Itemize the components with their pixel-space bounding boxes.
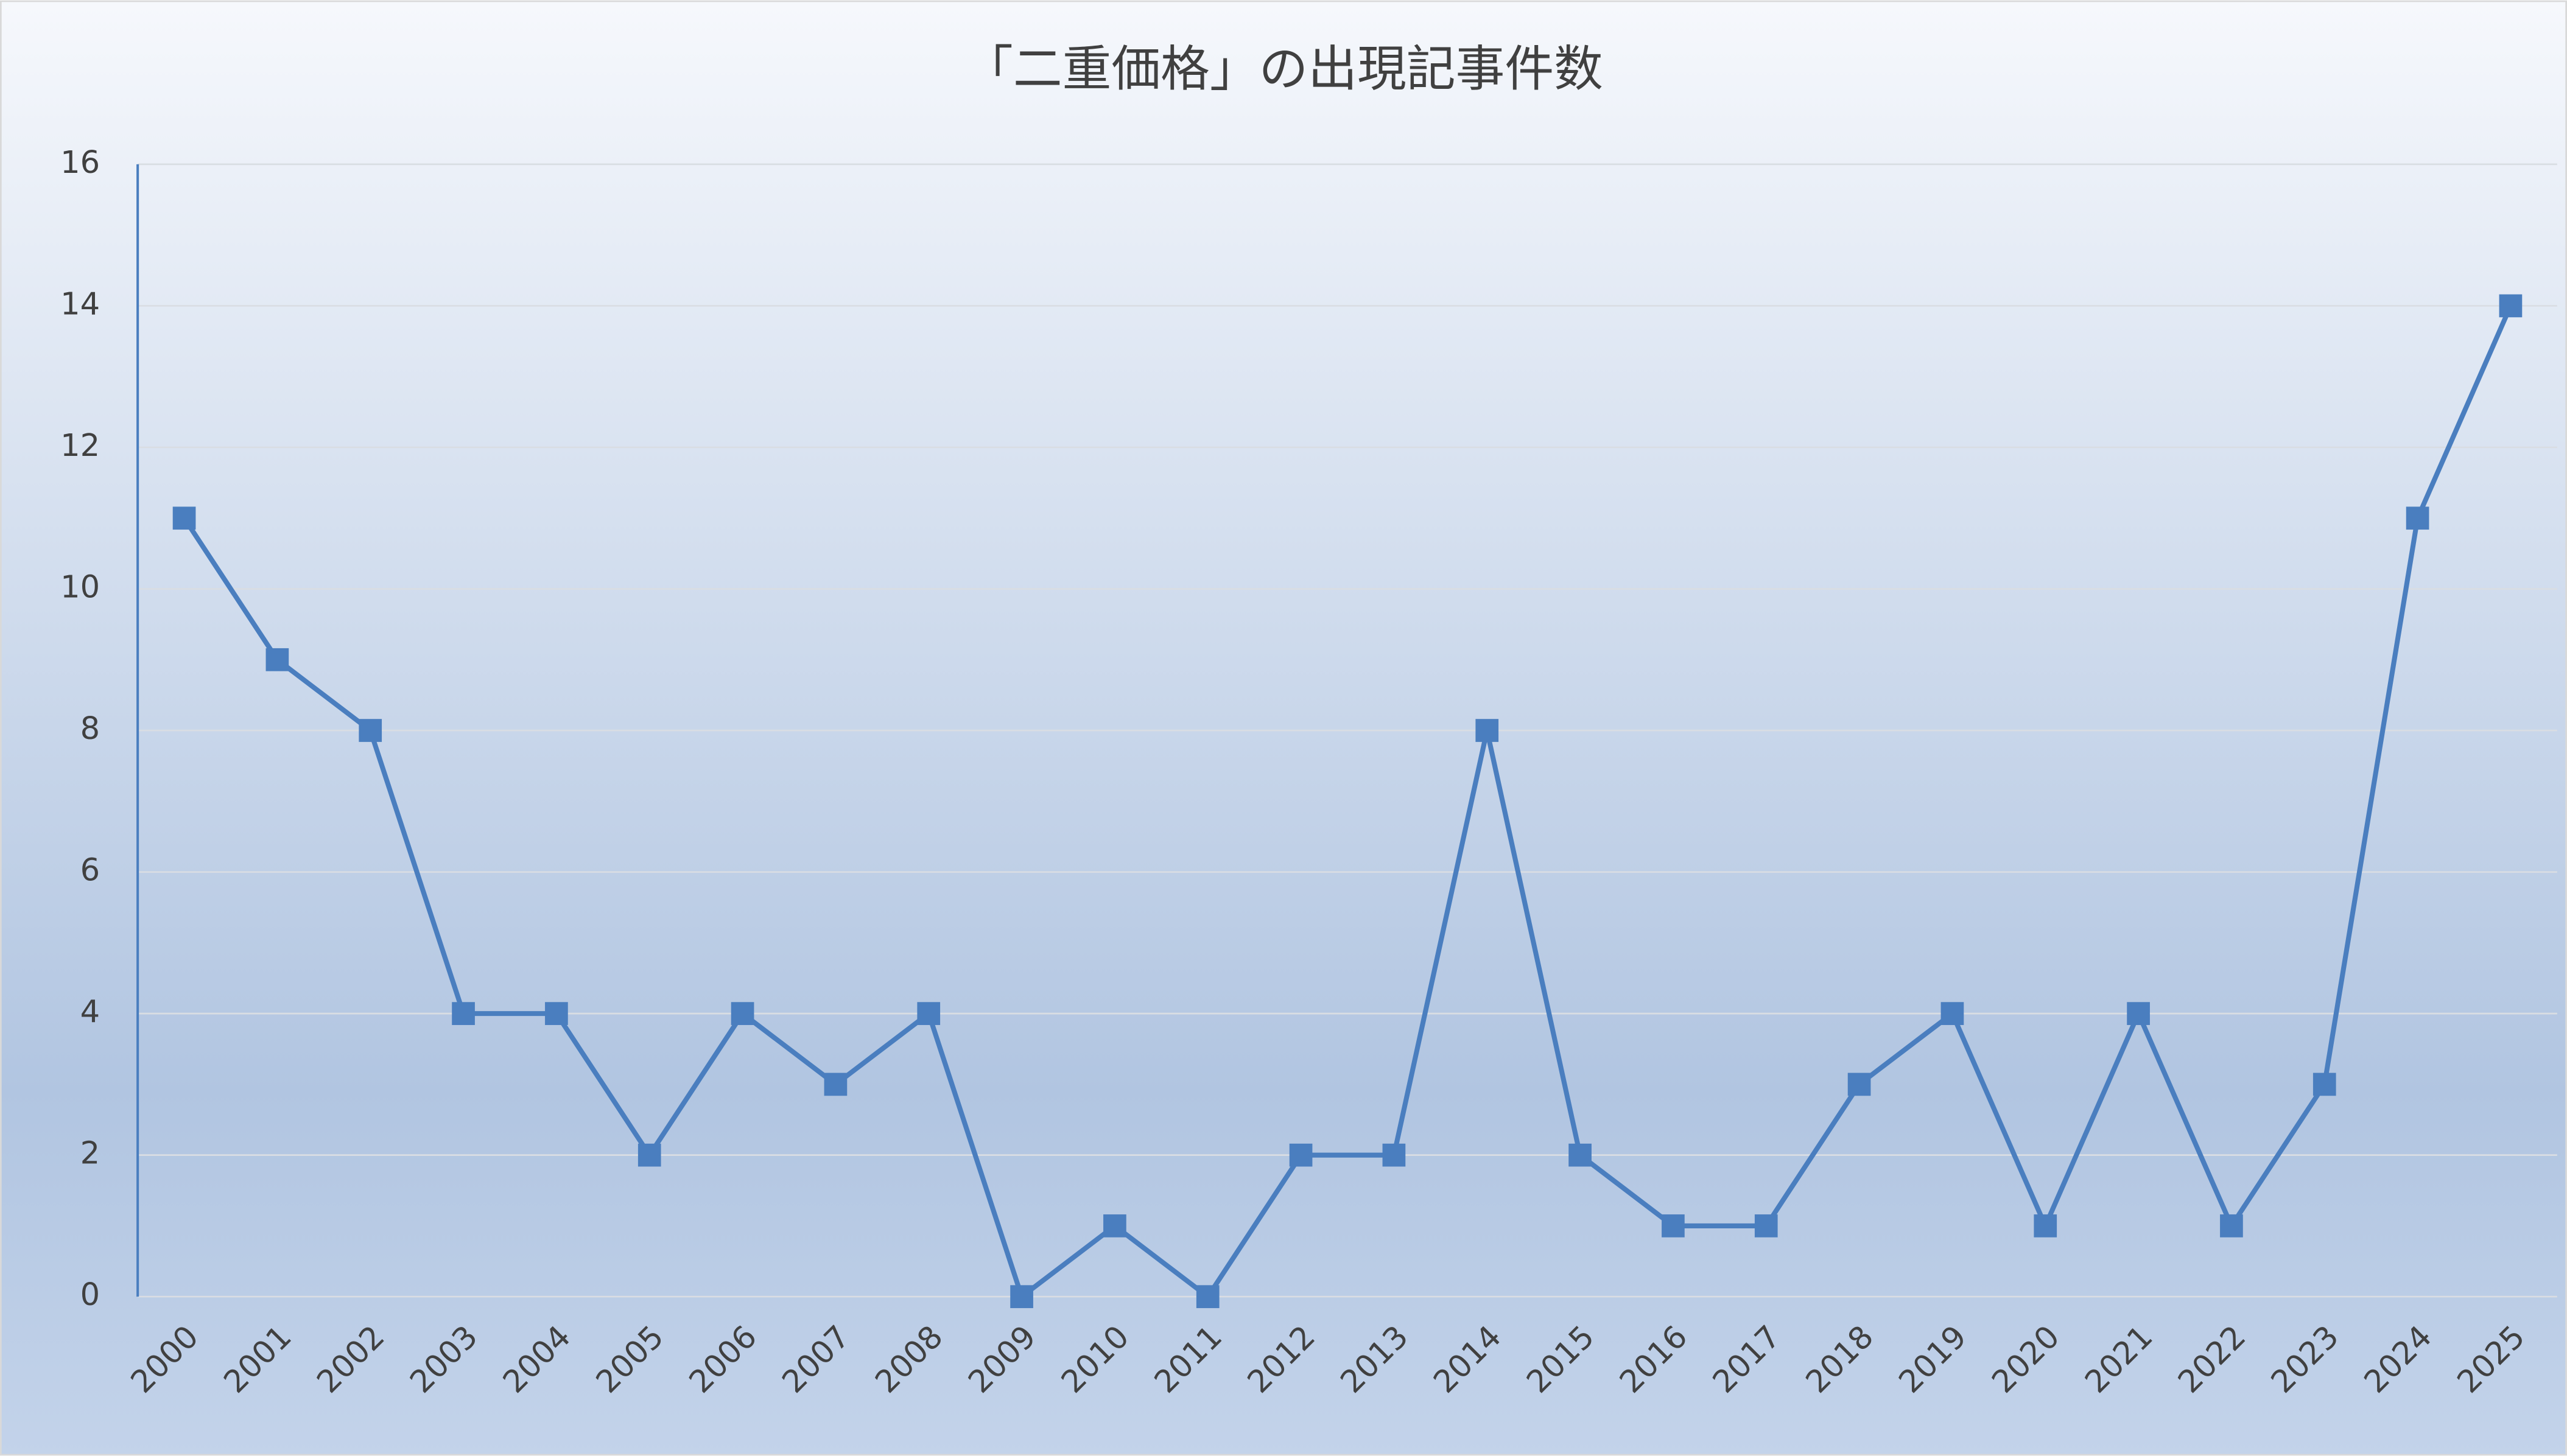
marker (172, 506, 196, 530)
marker (1847, 1073, 1871, 1096)
marker (824, 1073, 848, 1096)
marker (2127, 1002, 2150, 1025)
y-tick-label: 8 (80, 711, 100, 747)
marker (1940, 1002, 1964, 1025)
y-tick-label: 16 (60, 145, 100, 181)
y-tick-label: 0 (80, 1277, 100, 1313)
marker (1662, 1214, 1685, 1237)
y-tick-label: 2 (80, 1136, 100, 1172)
marker (1382, 1143, 1406, 1167)
y-tick-label: 6 (80, 853, 100, 889)
marker (1475, 719, 1499, 742)
y-tick-label: 12 (60, 428, 100, 464)
marker (2034, 1214, 2057, 1237)
marker (2220, 1214, 2243, 1237)
series-line (182, 304, 2513, 1301)
marker (1196, 1285, 1220, 1309)
marker (359, 719, 382, 742)
marker (731, 1002, 754, 1025)
marker (637, 1143, 661, 1167)
marker (2406, 506, 2429, 530)
marker (917, 1002, 941, 1025)
marker (1754, 1214, 1778, 1237)
y-tick-label: 4 (80, 994, 100, 1030)
marker (1289, 1143, 1313, 1167)
marker (452, 1002, 475, 1025)
marker (1010, 1285, 1033, 1309)
marker (545, 1002, 568, 1025)
y-tick-label: 10 (60, 569, 100, 605)
marker (1103, 1214, 1126, 1237)
marker (1568, 1143, 1592, 1167)
y-tick-label: 14 (60, 286, 100, 322)
marker (2312, 1073, 2336, 1096)
marker (2499, 294, 2523, 318)
marker (265, 648, 289, 671)
chart-title: 「二重価格」の出現記事件数 (964, 41, 1603, 98)
